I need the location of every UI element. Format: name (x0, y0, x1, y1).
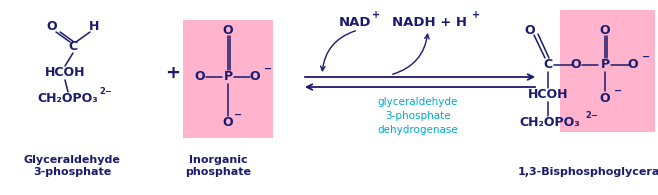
Text: O: O (599, 91, 611, 105)
Text: O: O (195, 71, 205, 83)
Text: P: P (601, 58, 609, 72)
FancyBboxPatch shape (560, 10, 655, 132)
Text: glyceraldehyde
3-phosphate
dehydrogenase: glyceraldehyde 3-phosphate dehydrogenase (378, 97, 459, 135)
Text: Glyceraldehyde
3-phosphate: Glyceraldehyde 3-phosphate (24, 155, 120, 177)
FancyArrowPatch shape (393, 34, 429, 74)
Text: C: C (68, 41, 78, 53)
Text: P: P (224, 71, 232, 83)
Text: −: − (642, 52, 650, 62)
Text: Inorganic
phosphate: Inorganic phosphate (185, 155, 251, 177)
Text: CH₂OPO₃: CH₂OPO₃ (38, 92, 99, 105)
Text: O: O (628, 58, 638, 72)
Text: O: O (524, 24, 536, 36)
Text: O: O (599, 24, 611, 36)
Text: O: O (570, 58, 581, 72)
Text: −: − (614, 86, 622, 96)
Text: +: + (166, 64, 180, 82)
Text: CH₂OPO₃: CH₂OPO₃ (520, 116, 580, 129)
Text: C: C (544, 58, 553, 72)
Text: +: + (372, 10, 380, 20)
FancyArrowPatch shape (320, 31, 355, 71)
Text: HCOH: HCOH (45, 66, 86, 80)
Text: H: H (89, 20, 99, 34)
FancyBboxPatch shape (183, 20, 273, 138)
Text: −: − (264, 64, 272, 74)
Text: NADH + H: NADH + H (393, 17, 467, 29)
Text: 2−: 2− (586, 112, 598, 121)
Text: NAD: NAD (339, 17, 371, 29)
Text: HCOH: HCOH (528, 89, 569, 102)
Text: O: O (47, 20, 57, 34)
Text: O: O (249, 71, 261, 83)
Text: 1,3-Bisphosphoglycerate: 1,3-Bisphosphoglycerate (517, 167, 658, 177)
Text: O: O (222, 24, 234, 36)
Text: 2−: 2− (99, 88, 113, 97)
Text: O: O (222, 116, 234, 129)
Text: +: + (472, 10, 480, 20)
Text: −: − (234, 110, 242, 120)
